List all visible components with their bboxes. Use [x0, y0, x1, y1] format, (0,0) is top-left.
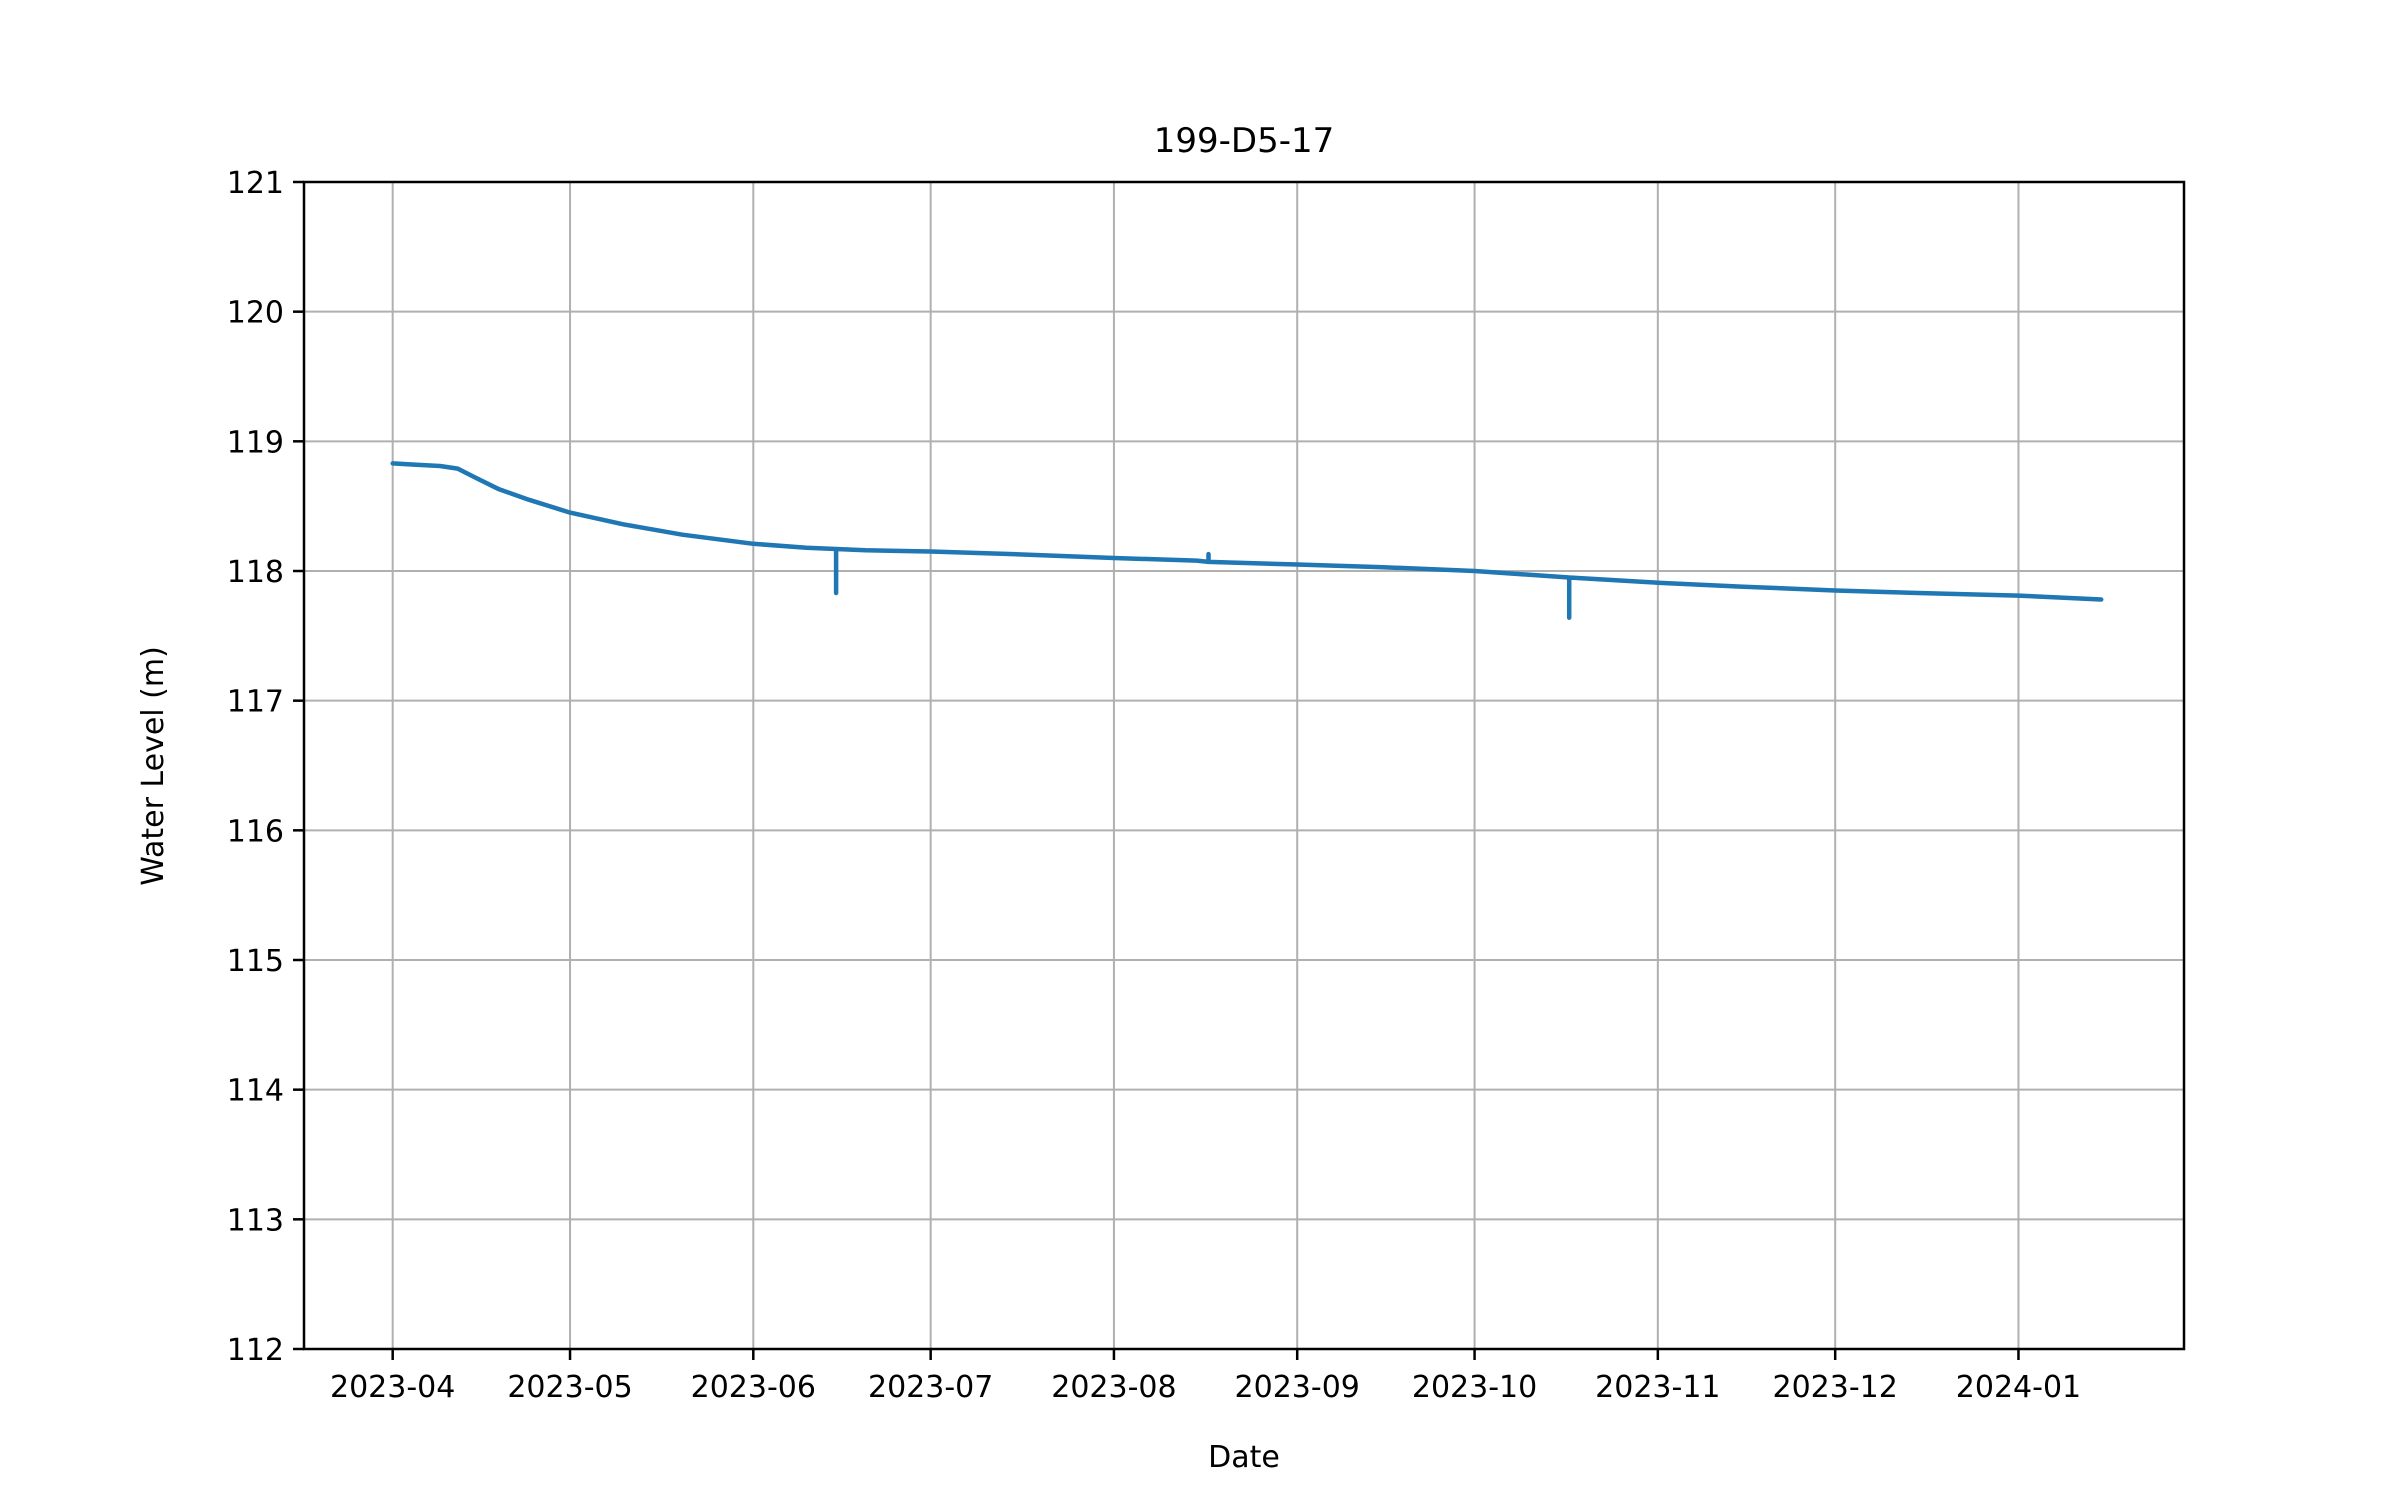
- x-gridlines: [391, 182, 2020, 1349]
- x-tick-label: 2023-09: [1235, 1370, 1360, 1405]
- x-tick-label: 2023-12: [1773, 1370, 1898, 1405]
- y-tick-label: 115: [227, 944, 284, 979]
- y-axis-label: Water Level (m): [136, 646, 171, 886]
- y-tick-label: 119: [227, 425, 284, 460]
- chart-title: 199-D5-17: [1154, 121, 1335, 161]
- x-tick-label: 2023-11: [1595, 1370, 1720, 1405]
- x-tick-label: 2023-08: [1051, 1370, 1176, 1405]
- x-axis-label: Date: [1208, 1440, 1280, 1475]
- y-tick-label: 121: [227, 166, 284, 201]
- y-tick-label: 120: [227, 296, 284, 331]
- x-tick-label: 2023-04: [330, 1370, 455, 1405]
- series-line: [390, 461, 2104, 620]
- x-tick-label: 2023-06: [691, 1370, 816, 1405]
- y-tick-label: 114: [227, 1074, 284, 1109]
- x-tick-label: 2023-07: [868, 1370, 993, 1405]
- x-axis-ticks: 2023-04 2023-05 2023-06 2023-07 2023-08 2023-…: [330, 1349, 2081, 1405]
- plot-area-frame: [302, 180, 2186, 1351]
- y-tick-label: 118: [227, 555, 284, 590]
- x-tick-label: 2023-05: [507, 1370, 632, 1405]
- y-gridlines: [304, 181, 2184, 1350]
- series-layer: [390, 461, 2104, 620]
- y-axis-ticks: 112 113 114 115 116 117 118 119 120 121: [227, 166, 304, 1368]
- y-tick-label: 116: [227, 814, 284, 849]
- y-tick-label: 112: [227, 1333, 284, 1368]
- y-tick-label: 117: [227, 685, 284, 720]
- x-tick-label: 2023-10: [1412, 1370, 1537, 1405]
- x-tick-label: 2024-01: [1956, 1370, 2081, 1405]
- y-tick-label: 113: [227, 1203, 284, 1238]
